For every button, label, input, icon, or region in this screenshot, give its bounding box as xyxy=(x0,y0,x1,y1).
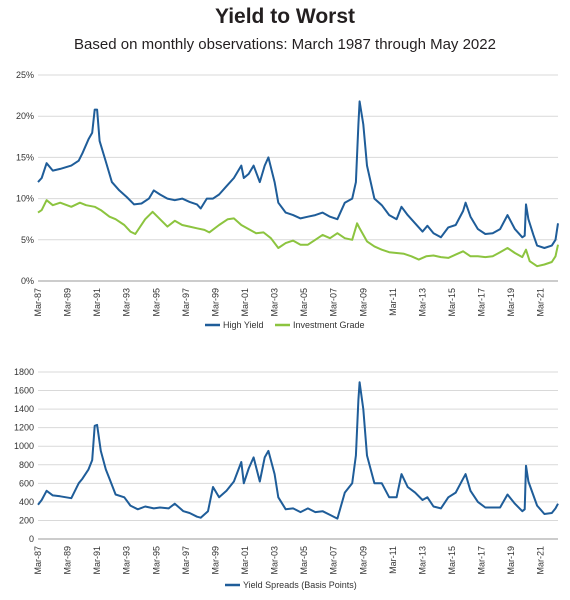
chart-subtitle: Based on monthly observations: March 198… xyxy=(74,36,496,53)
y-tick-label: 1200 xyxy=(14,423,34,433)
y-tick-label: 1600 xyxy=(14,386,34,396)
x-tick-label: Mar-03 xyxy=(270,546,280,575)
y-tick-label: 200 xyxy=(19,515,34,525)
y-tick-label: 1000 xyxy=(14,441,34,451)
x-tick-label: Mar-89 xyxy=(63,546,73,575)
x-tick-label: Mar-87 xyxy=(33,546,43,575)
x-tick-label: Mar-99 xyxy=(210,546,220,575)
x-tick-label: Mar-17 xyxy=(477,288,487,317)
x-tick-label: Mar-01 xyxy=(240,546,250,575)
x-tick-label: Mar-07 xyxy=(329,288,339,317)
x-tick-label: Mar-93 xyxy=(122,288,132,317)
x-tick-label: Mar-13 xyxy=(417,546,427,575)
x-tick-label: Mar-07 xyxy=(329,546,339,575)
x-tick-label: Mar-01 xyxy=(240,288,250,317)
y-tick-label: 25% xyxy=(16,70,34,80)
x-tick-label: Mar-17 xyxy=(477,546,487,575)
x-tick-label: Mar-15 xyxy=(447,288,457,317)
x-tick-label: Mar-19 xyxy=(506,546,516,575)
x-tick-label: Mar-93 xyxy=(122,546,132,575)
series-line xyxy=(37,199,559,268)
y-tick-label: 800 xyxy=(19,460,34,470)
x-tick-label: Mar-11 xyxy=(388,546,398,574)
x-tick-label: Mar-91 xyxy=(92,546,102,575)
x-tick-label: Mar-91 xyxy=(92,288,102,317)
x-tick-label: Mar-89 xyxy=(63,288,73,317)
series-line xyxy=(37,100,559,249)
y-tick-label: 15% xyxy=(16,152,34,162)
y-tick-label: 600 xyxy=(19,478,34,488)
y-tick-label: 1800 xyxy=(14,367,34,377)
y-tick-label: 10% xyxy=(16,194,34,204)
y-tick-label: 5% xyxy=(21,235,34,245)
legend-label: Yield Spreads (Basis Points) xyxy=(243,580,357,590)
x-tick-label: Mar-87 xyxy=(33,288,43,317)
y-tick-label: 0% xyxy=(21,276,34,286)
chart-title: Yield to Worst xyxy=(214,5,355,28)
y-tick-label: 0 xyxy=(29,534,34,544)
x-tick-label: Mar-95 xyxy=(151,288,161,317)
x-tick-label: Mar-05 xyxy=(299,546,309,575)
y-tick-label: 20% xyxy=(16,111,34,121)
series-line xyxy=(37,381,559,520)
x-tick-label: Mar-11 xyxy=(388,288,398,316)
x-tick-label: Mar-09 xyxy=(358,546,368,575)
x-tick-label: Mar-15 xyxy=(447,546,457,575)
x-tick-label: Mar-95 xyxy=(151,546,161,575)
y-tick-label: 400 xyxy=(19,497,34,507)
x-tick-label: Mar-19 xyxy=(506,288,516,317)
y-tick-label: 1400 xyxy=(14,404,34,414)
x-tick-label: Mar-97 xyxy=(181,288,191,317)
x-tick-label: Mar-21 xyxy=(536,288,546,317)
x-tick-label: Mar-05 xyxy=(299,288,309,317)
x-tick-label: Mar-99 xyxy=(210,288,220,317)
x-tick-label: Mar-13 xyxy=(417,288,427,317)
legend-label: High Yield xyxy=(223,320,264,330)
legend-label: Investment Grade xyxy=(293,320,365,330)
x-tick-label: Mar-97 xyxy=(181,546,191,575)
x-tick-label: Mar-21 xyxy=(536,546,546,575)
x-tick-label: Mar-09 xyxy=(358,288,368,317)
x-tick-label: Mar-03 xyxy=(270,288,280,317)
